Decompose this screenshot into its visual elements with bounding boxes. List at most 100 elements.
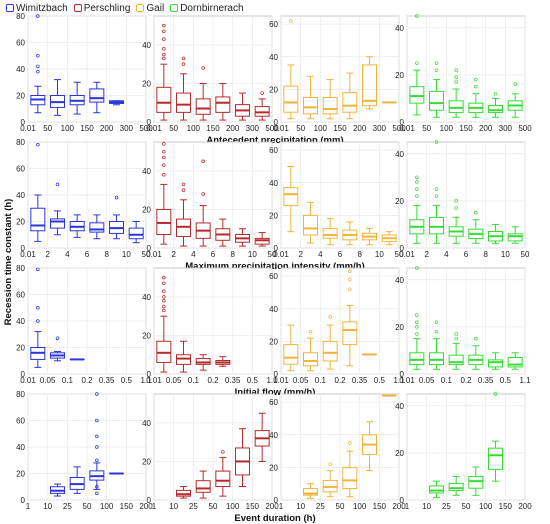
legend-label: Gail	[146, 2, 165, 14]
y-tick-label: 0	[21, 244, 26, 253]
y-tick-label: 40	[269, 53, 278, 62]
outlier-point	[95, 434, 99, 439]
y-tick-label: 60	[16, 39, 25, 48]
y-tick-label: 0	[274, 118, 279, 127]
box-body	[89, 222, 105, 233]
x-tick-label: 10	[422, 502, 431, 511]
x-tick-label: 8	[104, 250, 109, 259]
x-tick-label: 500	[392, 124, 406, 133]
outlier-point	[36, 306, 40, 310]
x-tick-label: 0.2	[207, 376, 219, 385]
x-tick-label: 150	[206, 124, 220, 133]
x-tick-label: 0.2	[334, 376, 346, 385]
y-tick-label: 0	[274, 496, 279, 505]
box-body	[507, 357, 523, 368]
x-tick-label: 1	[279, 502, 284, 511]
x-tick-label: 0.5	[247, 376, 259, 385]
y-tick-label: 20	[395, 197, 404, 206]
x-tick-label: 100	[479, 502, 493, 511]
box-body	[303, 488, 318, 496]
box-body	[507, 233, 523, 242]
x-tick-label: 150	[80, 124, 94, 133]
box-body	[488, 359, 503, 368]
y-tick-label: 40	[269, 305, 278, 314]
x-tick-label: 0.01	[399, 124, 415, 133]
outlier-point	[201, 159, 205, 164]
legend-label: Wimitzbach	[16, 2, 68, 14]
y-tick-label: 40	[142, 167, 151, 176]
outlier-point	[36, 53, 40, 58]
box-body	[409, 86, 425, 104]
outlier-point	[474, 77, 478, 82]
x-tick-label: 2	[171, 250, 176, 259]
y-tick-label: 80	[16, 12, 25, 21]
x-tick-label: 1	[152, 502, 157, 511]
x-tick-label: 0.05	[166, 376, 182, 385]
y-tick-label: 0	[400, 244, 405, 253]
box-body	[448, 100, 464, 114]
x-tick-label: 200	[518, 502, 532, 511]
box-body	[448, 483, 464, 492]
outlier-point	[434, 329, 439, 334]
x-tick-label: 4	[191, 250, 196, 259]
outlier-point	[493, 392, 498, 396]
x-tick-label: 0.35	[225, 376, 241, 385]
x-tick-label: 0.35	[352, 376, 368, 385]
y-tick-label: 40	[142, 293, 151, 302]
y-tick-label: 20	[142, 205, 151, 214]
outlier-point	[162, 163, 166, 167]
box-body	[195, 480, 211, 493]
y-tick-label: 0	[21, 118, 26, 127]
outlier-point	[328, 462, 332, 466]
y-tick-label: 20	[16, 218, 25, 227]
outlier-point	[474, 210, 478, 215]
box-body	[156, 86, 172, 113]
box-body	[176, 92, 191, 113]
outlier-point	[95, 458, 99, 463]
x-tick-label: 10	[169, 502, 178, 511]
x-tick-label: 500	[139, 124, 153, 133]
outlier-point	[95, 392, 99, 396]
y-tick-label: 0	[274, 370, 279, 379]
outlier-point	[474, 336, 478, 341]
y-tick-label: 0	[400, 496, 405, 505]
x-tick-label: 25	[63, 502, 72, 511]
y-tick-label: 40	[395, 150, 404, 159]
y-tick-label: 60	[269, 272, 278, 281]
y-tick-label: 40	[269, 179, 278, 188]
y-tick-label: 0	[147, 370, 152, 379]
outlier-point	[181, 188, 186, 192]
x-tick-label: 200	[139, 502, 153, 511]
x-tick-label: 1.1	[140, 376, 152, 385]
x-tick-label: 1.1	[519, 376, 531, 385]
x-tick-label: 50	[169, 124, 178, 133]
outlier-point	[201, 192, 205, 196]
x-tick-label: 8	[230, 250, 235, 259]
y-tick-label: 20	[16, 470, 25, 479]
outlier-point	[348, 269, 352, 274]
outlier-point	[434, 68, 439, 72]
x-tick-label: 150	[459, 124, 473, 133]
x-tick-label: 10	[296, 502, 305, 511]
outlier-point	[181, 62, 186, 66]
outlier-point	[162, 304, 166, 309]
outlier-point	[434, 194, 439, 198]
y-tick-label: 40	[16, 191, 25, 200]
outlier-point	[415, 313, 419, 317]
x-tick-label: 100	[61, 124, 75, 133]
y-tick-label: 0	[21, 370, 26, 379]
box-body	[283, 187, 299, 207]
x-tick-label: 50	[395, 250, 404, 259]
x-tick-label: 1	[405, 502, 410, 511]
outlier-point	[415, 175, 419, 180]
x-tick-label: 0.01	[273, 376, 289, 385]
outlier-point	[348, 287, 352, 291]
outlier-point	[162, 275, 166, 280]
legend-item: Dornbirnerach	[170, 2, 244, 14]
outlier-point	[55, 336, 60, 340]
y-tick-label: 20	[269, 337, 278, 346]
box-body	[362, 64, 377, 107]
outlier-point	[162, 299, 166, 303]
x-tick-label: 0.01	[20, 376, 36, 385]
